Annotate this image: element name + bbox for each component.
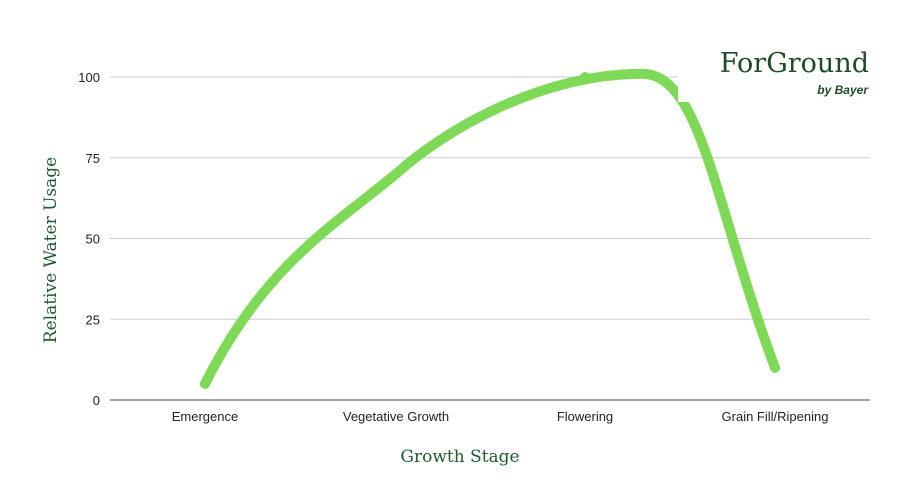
brand-subtitle: by Bayer [817,83,869,97]
data-point-grain-fill-ripening [770,362,780,373]
data-point-flowering [580,72,590,82]
y-tick-label: 25 [86,312,100,327]
y-axis-title: Relative Water Usage [41,157,61,343]
y-tick-label: 0 [93,393,100,408]
data-point-emergence [200,378,210,389]
x-tick-label: Flowering [557,409,613,424]
y-tick-labels: 0 25 50 75 100 [78,70,100,408]
x-tick-label: Emergence [172,409,238,424]
brand-logo: ForGround [720,48,869,79]
data-point-vegetative-growth [391,168,401,179]
series-line-0 [200,68,780,389]
x-tick-label: Vegetative Growth [343,409,449,424]
x-tick-label: Grain Fill/Ripening [722,409,829,424]
brand-backdrop [678,40,878,102]
y-tick-label: 100 [78,70,100,85]
y-tick-label: 50 [86,232,100,247]
series-layer [200,68,780,389]
y-tick-label: 75 [86,151,100,166]
x-tick-labels: Emergence Vegetative Growth Flowering Grain… [172,409,829,424]
x-axis-title: Growth Stage [400,447,519,467]
